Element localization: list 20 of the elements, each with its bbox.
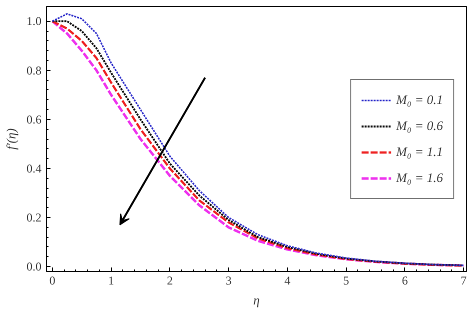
legend-label: M₀ = 1.1 xyxy=(396,144,443,160)
x-tick-label: 2 xyxy=(166,274,173,288)
x-tick-label: 1 xyxy=(108,274,114,288)
x-tick-label: 3 xyxy=(226,274,232,288)
y-axis-title: f'(η) xyxy=(4,128,18,150)
x-tick-label: 6 xyxy=(402,274,408,288)
y-tick-label: 0.4 xyxy=(26,161,42,176)
y-tick-label: 0.2 xyxy=(26,210,42,225)
y-tick-label: 0.6 xyxy=(26,112,42,126)
y-tick-label: 0.8 xyxy=(26,63,42,78)
x-axis-title: η xyxy=(253,292,260,308)
x-tick-label: 5 xyxy=(343,274,350,288)
legend-label: M₀ = 1.6 xyxy=(396,170,443,186)
legend-label: M₀ = 0.1 xyxy=(396,92,443,108)
x-tick-label: 4 xyxy=(284,274,290,288)
y-tick-label: 0.0 xyxy=(26,260,42,274)
x-tick-label: 7 xyxy=(460,274,467,288)
x-tick-label: 0 xyxy=(49,274,56,288)
y-tick-label: 1.0 xyxy=(26,14,42,28)
legend-label: M₀ = 0.6 xyxy=(396,118,443,134)
